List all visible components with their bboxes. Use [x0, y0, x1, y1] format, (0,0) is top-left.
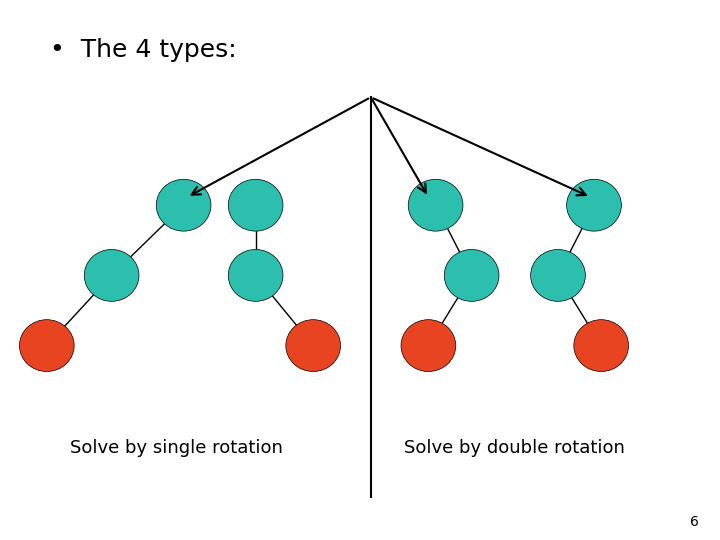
Ellipse shape: [567, 179, 621, 231]
Text: Solve by double rotation: Solve by double rotation: [405, 439, 625, 457]
Ellipse shape: [84, 249, 139, 301]
Ellipse shape: [444, 249, 499, 301]
Ellipse shape: [228, 249, 283, 301]
Ellipse shape: [531, 249, 585, 301]
Text: •  The 4 types:: • The 4 types:: [50, 38, 237, 62]
Ellipse shape: [401, 320, 456, 372]
Text: Solve by single rotation: Solve by single rotation: [70, 439, 283, 457]
Ellipse shape: [156, 179, 211, 231]
Text: 6: 6: [690, 515, 698, 529]
Ellipse shape: [228, 179, 283, 231]
Ellipse shape: [574, 320, 629, 372]
Ellipse shape: [286, 320, 341, 372]
Ellipse shape: [19, 320, 74, 372]
Ellipse shape: [408, 179, 463, 231]
